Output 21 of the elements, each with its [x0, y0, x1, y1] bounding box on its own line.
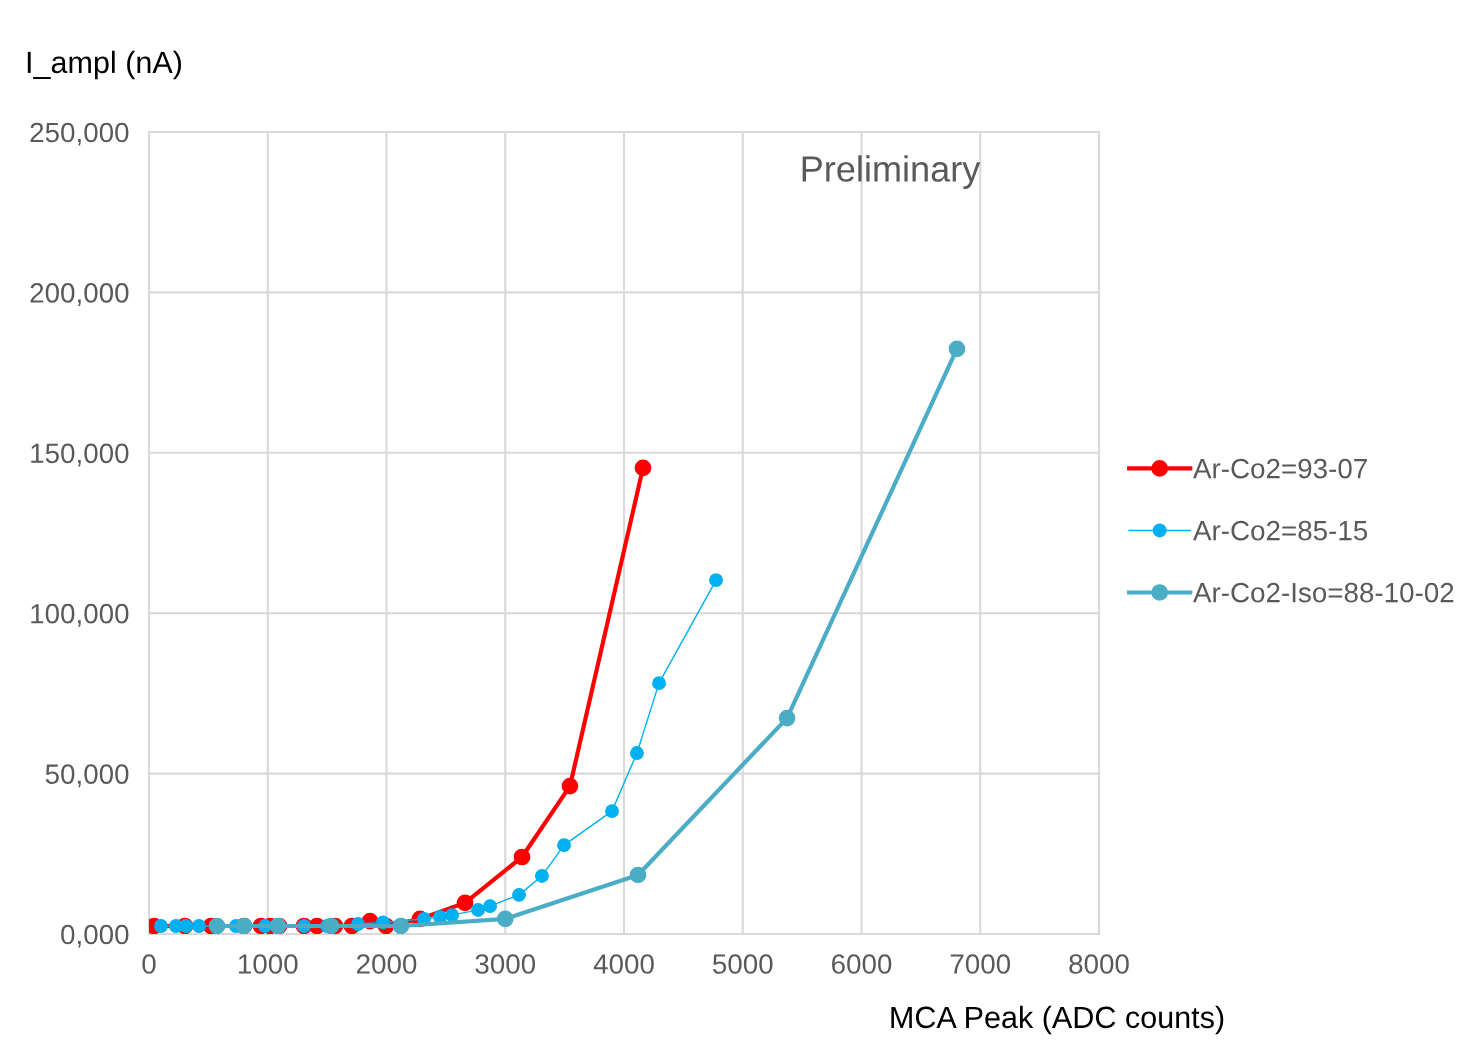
x-tick-label: 6000 — [832, 954, 892, 974]
x-tick-label: 0 — [142, 954, 156, 974]
y-tick-label: 150,000 — [31, 443, 129, 467]
y-tick-label: 100,000 — [31, 603, 129, 627]
x-tick-label: 7000 — [950, 954, 1011, 974]
legend-label: Ar-Co2=85-15 — [1193, 520, 1368, 541]
x-axis-title: MCA Peak (ADC counts) — [891, 1005, 1224, 1035]
y-tick-label: 0,000 — [61, 924, 129, 948]
y-tick-label: 50,000 — [45, 764, 129, 788]
x-tick-label: 5000 — [712, 954, 773, 974]
legend-label: Ar-Co2=93-07 — [1193, 458, 1367, 479]
y-tick-label: 250,000 — [30, 122, 129, 146]
x-tick-label: 4000 — [593, 954, 654, 974]
y-axis-title: I_ampl (nA) — [27, 50, 182, 80]
y-tick-label: 200,000 — [30, 283, 129, 307]
annotation: Preliminary — [802, 155, 981, 189]
x-tick-label: 1000 — [238, 954, 298, 974]
legend-label: Ar-Co2-Iso=88-10-02 — [1193, 582, 1454, 603]
x-tick-label: 8000 — [1069, 954, 1129, 974]
x-tick-label: 2000 — [357, 954, 417, 974]
x-tick-label: 3000 — [475, 954, 536, 974]
